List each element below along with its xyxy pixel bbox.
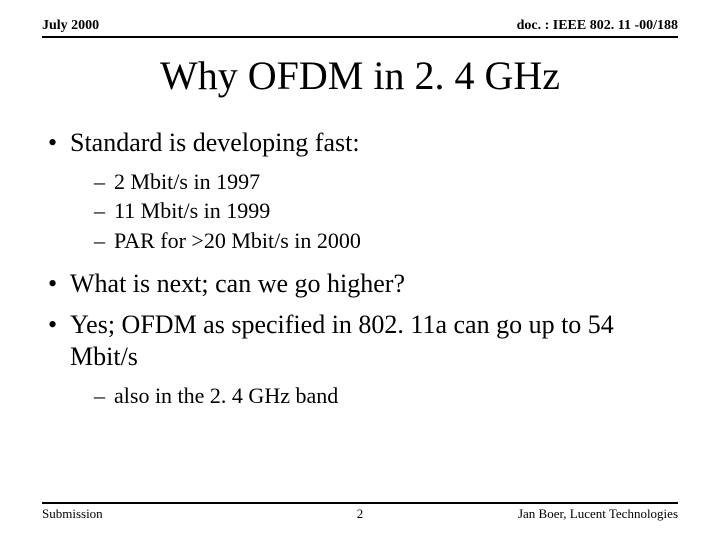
bullet-3-sub-1: also in the 2. 4 GHz band [42,382,678,410]
bullet-3: Yes; OFDM as specified in 802. 11a can g… [42,309,678,374]
bullet-1-sub-3: PAR for >20 Mbit/s in 2000 [42,227,678,255]
bullet-1: Standard is developing fast: [42,127,678,160]
slide-title: Why OFDM in 2. 4 GHz [42,52,678,99]
header-docnum: doc. : IEEE 802. 11 -00/188 [517,18,678,34]
footer-left: Submission [42,506,103,522]
footer: Submission 2 Jan Boer, Lucent Technologi… [42,502,678,522]
bullet-1-sub-1: 2 Mbit/s in 1997 [42,168,678,196]
slide-container: July 2000 doc. : IEEE 802. 11 -00/188 Wh… [0,0,720,540]
slide-body: Standard is developing fast: 2 Mbit/s in… [42,127,678,409]
footer-author: Jan Boer, Lucent Technologies [518,506,678,522]
bullet-1-sub-2: 11 Mbit/s in 1999 [42,197,678,225]
header-date: July 2000 [42,18,99,34]
header: July 2000 doc. : IEEE 802. 11 -00/188 [42,18,678,38]
bullet-2: What is next; can we go higher? [42,268,678,301]
